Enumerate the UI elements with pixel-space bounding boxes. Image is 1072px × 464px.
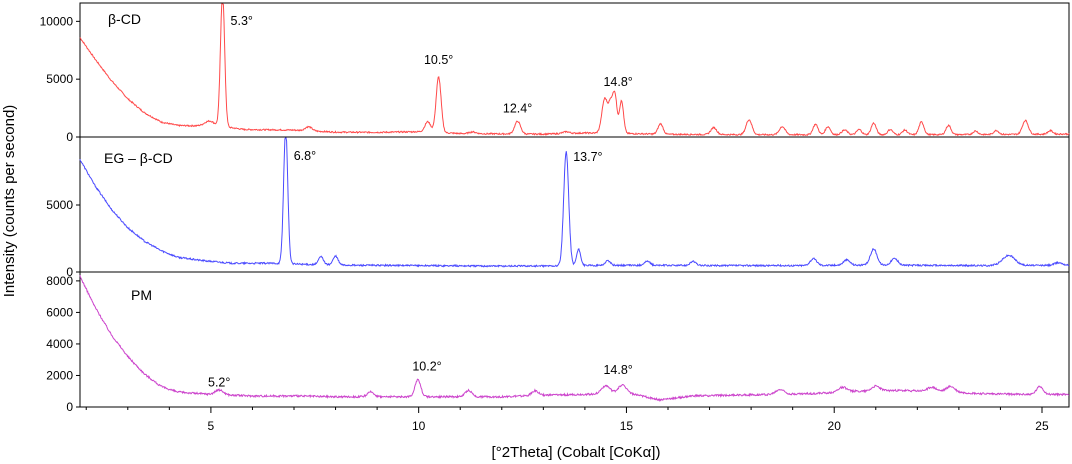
y-tick-label: 0: [66, 130, 73, 144]
panel-label: EG – β-CD: [104, 150, 173, 166]
series-line: [79, 3, 1070, 137]
y-axis-title: Intensity (counts per second): [1, 105, 18, 298]
y-tick-label: 8000: [46, 274, 73, 288]
peak-annotation: 10.5°: [424, 53, 453, 67]
x-tick-label: 25: [1035, 419, 1049, 433]
panel-2: 0 2000 4000 6000 8000 PM 5.2° 10.2° 14.8°: [46, 271, 1070, 414]
peak-annotation: 5.2°: [208, 376, 230, 390]
peak-annotation: 14.8°: [603, 75, 632, 89]
panel-1: 0 5000 EG – β-CD 6.8° 13.7°: [46, 136, 1070, 279]
panel-0: 0 5000 10000 β-CD 5.3° 10.5° 12.4° 14.8°: [40, 2, 1070, 144]
x-axis: 5 10 15 20 25: [85, 407, 1049, 433]
series-line: [79, 137, 1070, 269]
y-tick-label: 6000: [46, 305, 73, 319]
x-tick-label: 20: [828, 419, 842, 433]
y-tick-label: 0: [66, 400, 73, 414]
panel-label: PM: [131, 287, 152, 303]
peak-annotation: 13.7°: [573, 150, 602, 164]
panel-frame: [79, 271, 1070, 408]
panel-label: β-CD: [108, 11, 141, 27]
y-tick-label: 2000: [46, 368, 73, 382]
y-tick-label: 10000: [40, 14, 74, 28]
chart-panels: 0 5000 10000 β-CD 5.3° 10.5° 12.4° 14.8° 0 5000 EG…: [40, 2, 1070, 414]
x-tick-label: 15: [620, 419, 634, 433]
series-line: [79, 275, 1070, 402]
x-axis-title: [°2Theta] (Cobalt [CoKα]): [492, 444, 661, 461]
peak-annotation: 5.3°: [231, 14, 253, 28]
peak-annotation: 10.2°: [412, 360, 441, 374]
y-tick-label: 4000: [46, 337, 73, 351]
y-tick-label: 0: [66, 265, 73, 279]
y-tick-label: 5000: [46, 198, 73, 212]
panel-frame: [79, 2, 1070, 138]
y-tick-label: 5000: [46, 72, 73, 86]
peak-annotation: 12.4°: [503, 102, 532, 116]
x-tick-label: 10: [412, 419, 426, 433]
peak-annotation: 6.8°: [294, 149, 316, 163]
x-tick-label: 5: [208, 419, 215, 433]
peak-annotation: 14.8°: [603, 363, 632, 377]
